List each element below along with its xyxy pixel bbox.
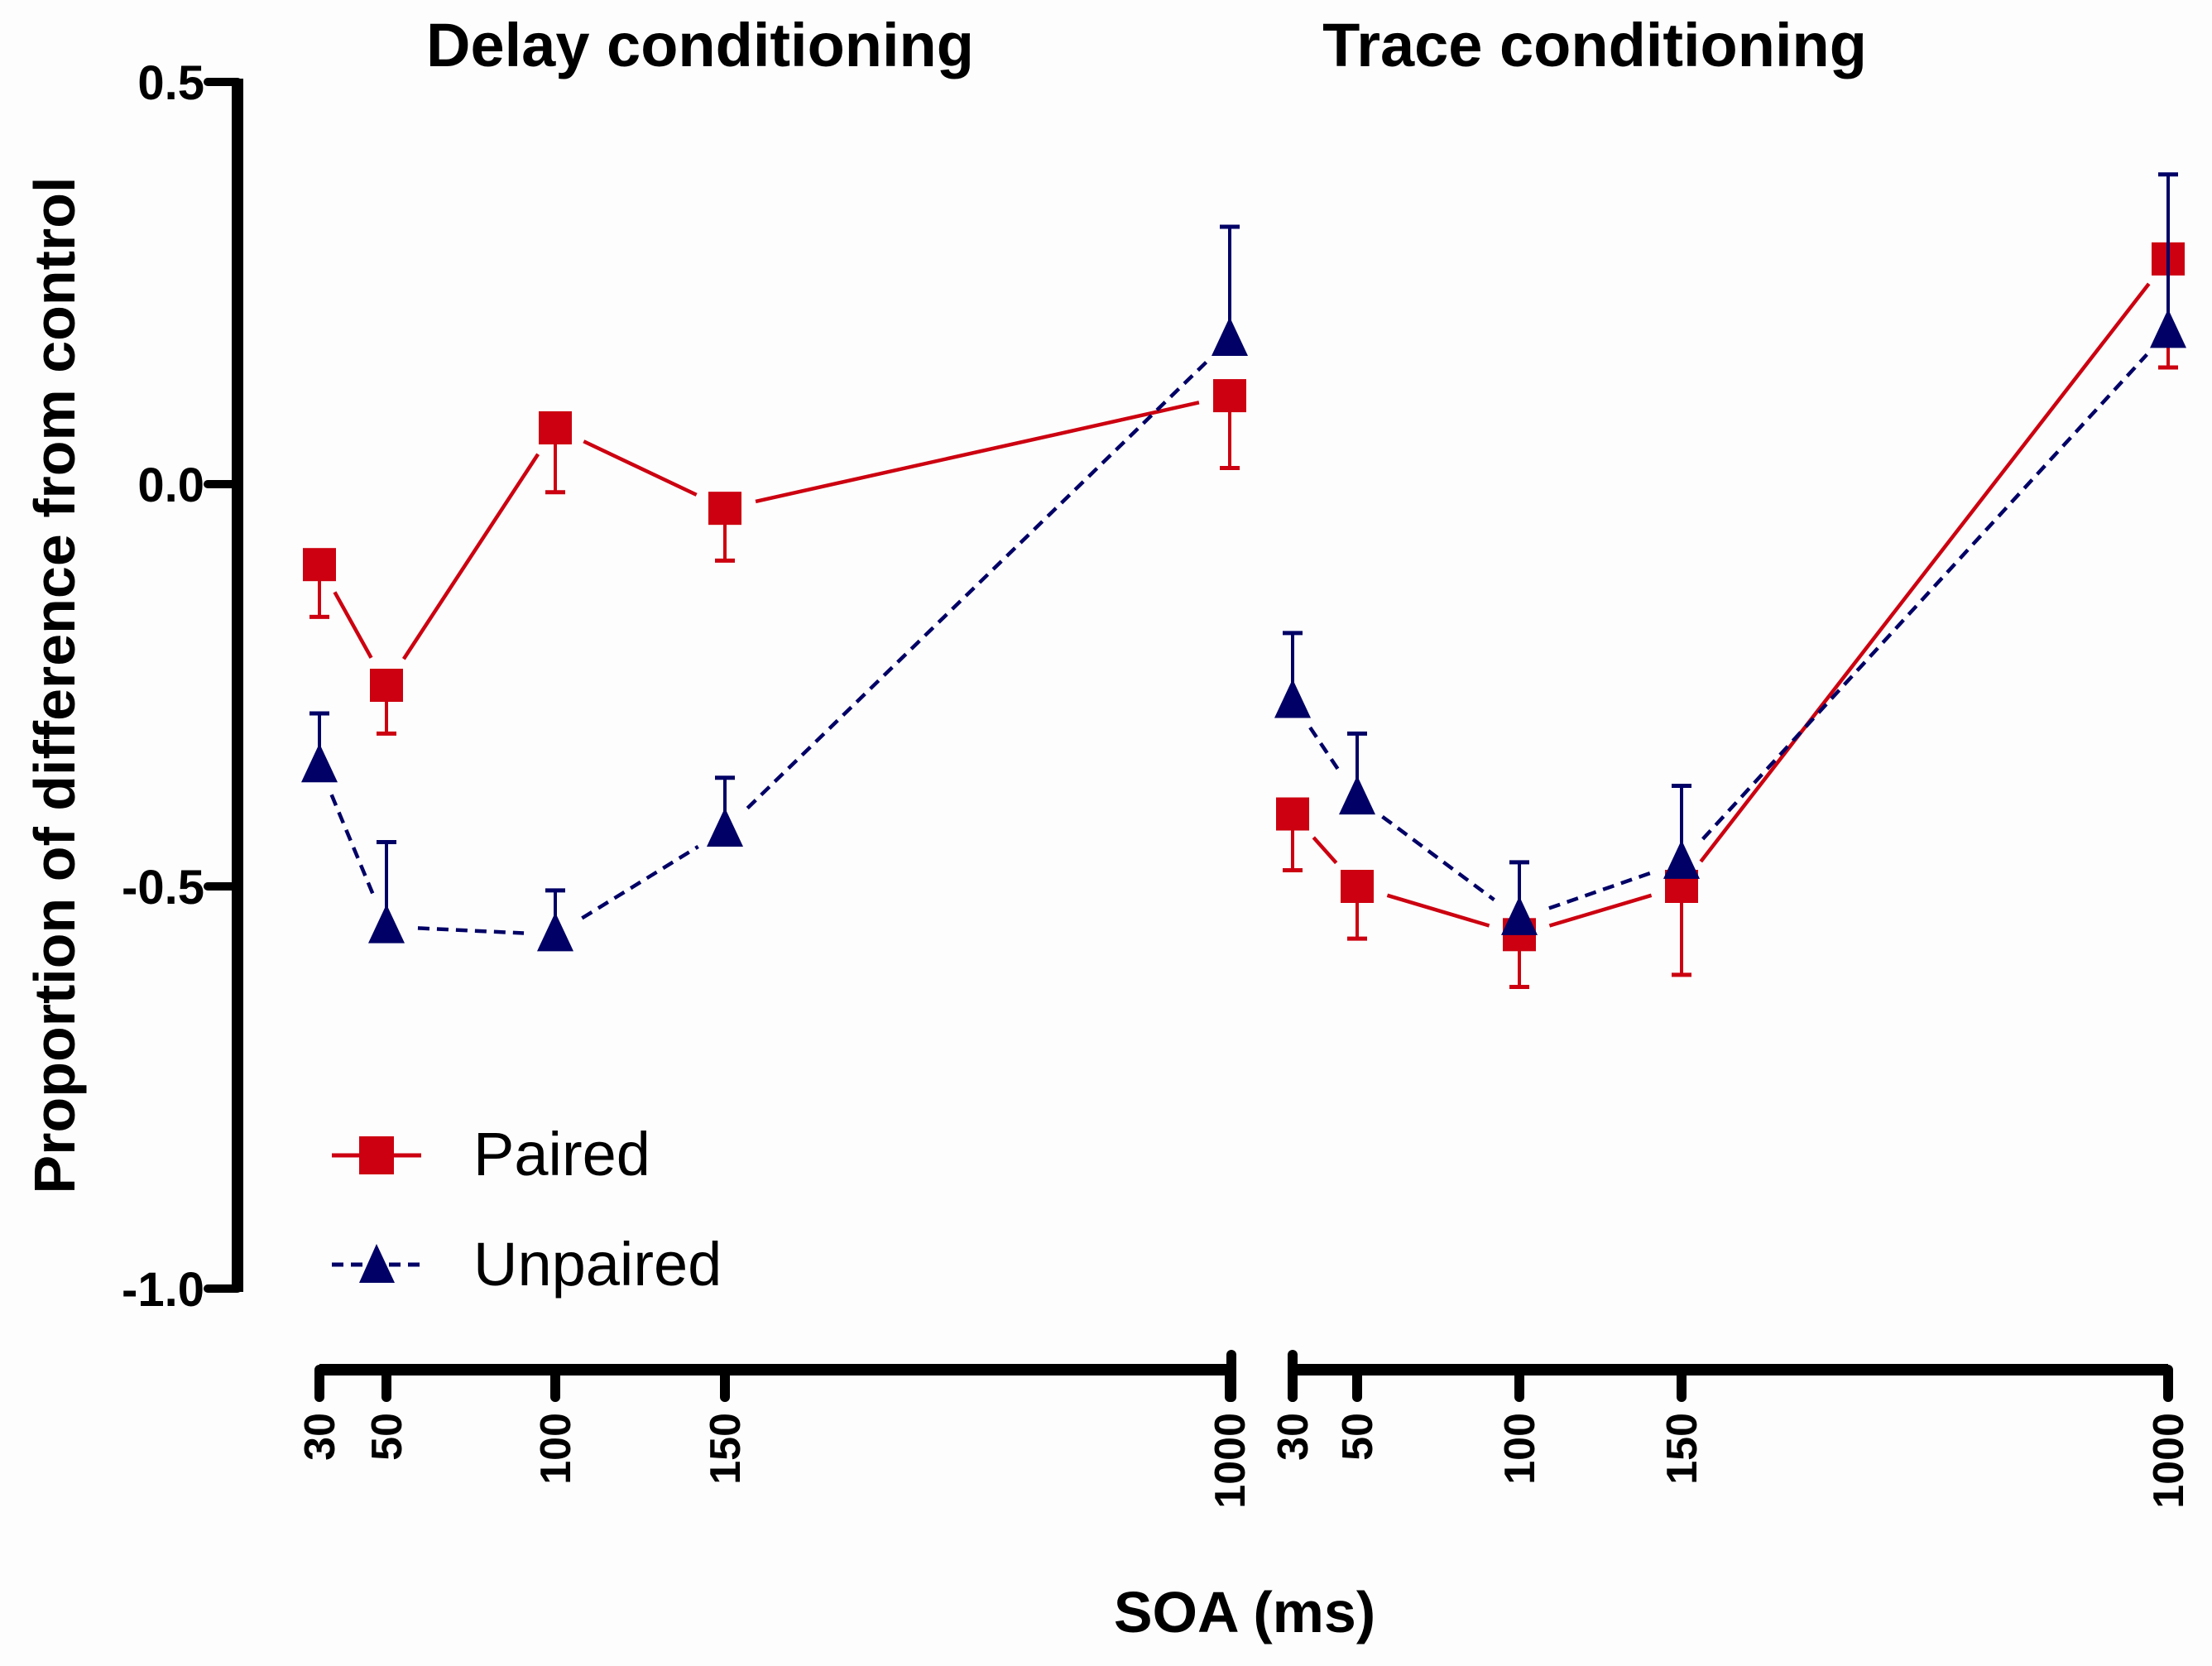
series-line-paired-delay xyxy=(583,439,698,497)
series-line-paired-trace xyxy=(1312,836,1338,865)
data-point-paired-trace xyxy=(1276,797,1309,831)
y-tick-label: 0.5 xyxy=(137,56,204,110)
legend-paired-label: Paired xyxy=(473,1120,650,1188)
data-point-paired-delay xyxy=(303,548,336,582)
series-line-unpaired-trace xyxy=(1381,814,1495,902)
data-point-paired-delay xyxy=(1213,379,1246,413)
y-tick-label: -0.5 xyxy=(122,861,204,915)
data-point-paired-trace xyxy=(1341,870,1374,903)
x-tick-label: 1000 xyxy=(1207,1413,1255,1509)
series-line-unpaired-delay xyxy=(746,359,1209,810)
data-point-unpaired-trace xyxy=(1501,895,1538,935)
data-point-paired-delay xyxy=(539,410,572,444)
y-axis: 0.5 0.0 -0.5 -1.0 xyxy=(122,56,243,1317)
series-line-unpaired-delay xyxy=(581,844,699,920)
series-line-paired-trace xyxy=(1699,282,2151,863)
series-line-unpaired-trace xyxy=(1701,353,2148,841)
data-point-unpaired-trace xyxy=(1663,839,1700,879)
data-point-paired-delay xyxy=(370,669,403,702)
series-line-paired-trace xyxy=(1386,893,1490,928)
y-tick-label: 0.0 xyxy=(137,459,204,512)
data-point-paired-delay xyxy=(708,492,741,526)
x-tick-label: 100 xyxy=(532,1413,580,1485)
data-point-unpaired-delay xyxy=(368,904,405,943)
legend-unpaired-label: Unpaired xyxy=(473,1230,722,1299)
series-line-paired-delay xyxy=(333,591,373,659)
legend-unpaired-triangle-icon xyxy=(359,1244,395,1283)
legend: Paired Unpaired xyxy=(332,1120,722,1299)
x-axis-label: SOA (ms) xyxy=(1114,1580,1375,1644)
x-tick-label: 100 xyxy=(1496,1413,1544,1485)
series-line-paired-delay xyxy=(755,401,1200,504)
series-line-paired-delay xyxy=(401,453,540,660)
data-point-unpaired-delay xyxy=(301,743,338,783)
plot-area xyxy=(301,172,2186,989)
series-line-unpaired-trace xyxy=(1308,726,1341,773)
y-tick-label: -1.0 xyxy=(122,1263,204,1317)
x-tick-label: 1000 xyxy=(2145,1413,2193,1509)
data-point-unpaired-trace xyxy=(2150,309,2186,348)
data-point-unpaired-delay xyxy=(707,807,743,847)
legend-paired-square-icon xyxy=(359,1136,394,1174)
y-axis-label: Proportion of difference from control xyxy=(22,177,87,1194)
x-tick-label: 150 xyxy=(1658,1413,1706,1485)
panel-title-delay: Delay conditioning xyxy=(426,11,974,79)
data-point-unpaired-trace xyxy=(1339,775,1375,815)
series-line-paired-trace xyxy=(1548,893,1653,928)
x-tick-label: 150 xyxy=(702,1413,750,1485)
x-tick-label: 50 xyxy=(1334,1413,1382,1461)
x-tick-label: 30 xyxy=(1269,1413,1317,1461)
data-point-unpaired-delay xyxy=(537,912,573,952)
panel-title-trace: Trace conditioning xyxy=(1322,11,1867,79)
data-point-unpaired-trace xyxy=(1274,679,1311,718)
x-axes: 30 50 100 150 1000 30 50 100 150 1000 xyxy=(296,1350,2193,1509)
x-tick-label: 30 xyxy=(296,1413,344,1461)
data-point-unpaired-delay xyxy=(1212,317,1248,357)
x-tick-label: 50 xyxy=(363,1413,411,1461)
